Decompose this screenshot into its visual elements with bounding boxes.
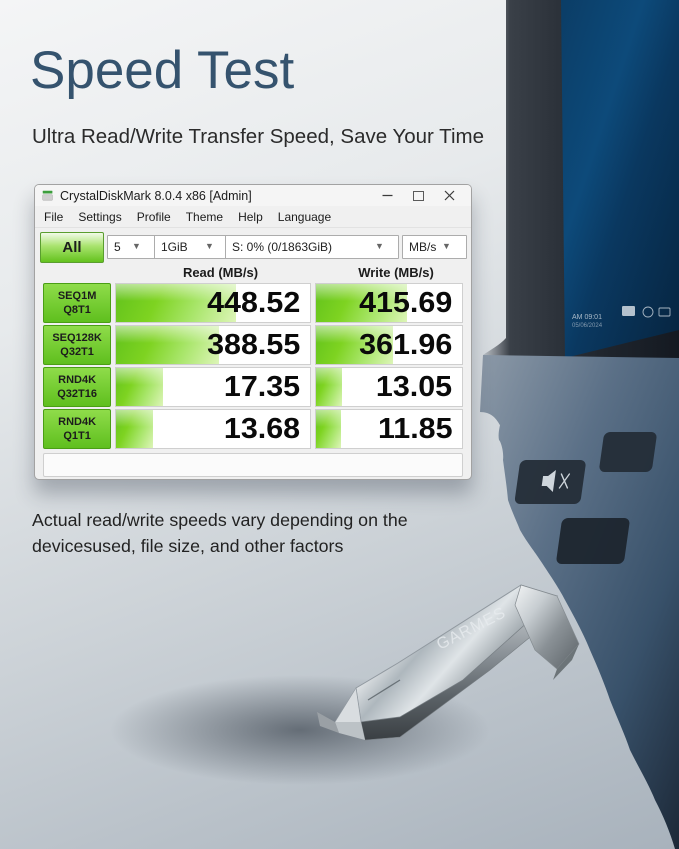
svg-text:05/06/2024: 05/06/2024 bbox=[572, 323, 603, 329]
svg-text:AM 09:01: AM 09:01 bbox=[572, 314, 602, 321]
